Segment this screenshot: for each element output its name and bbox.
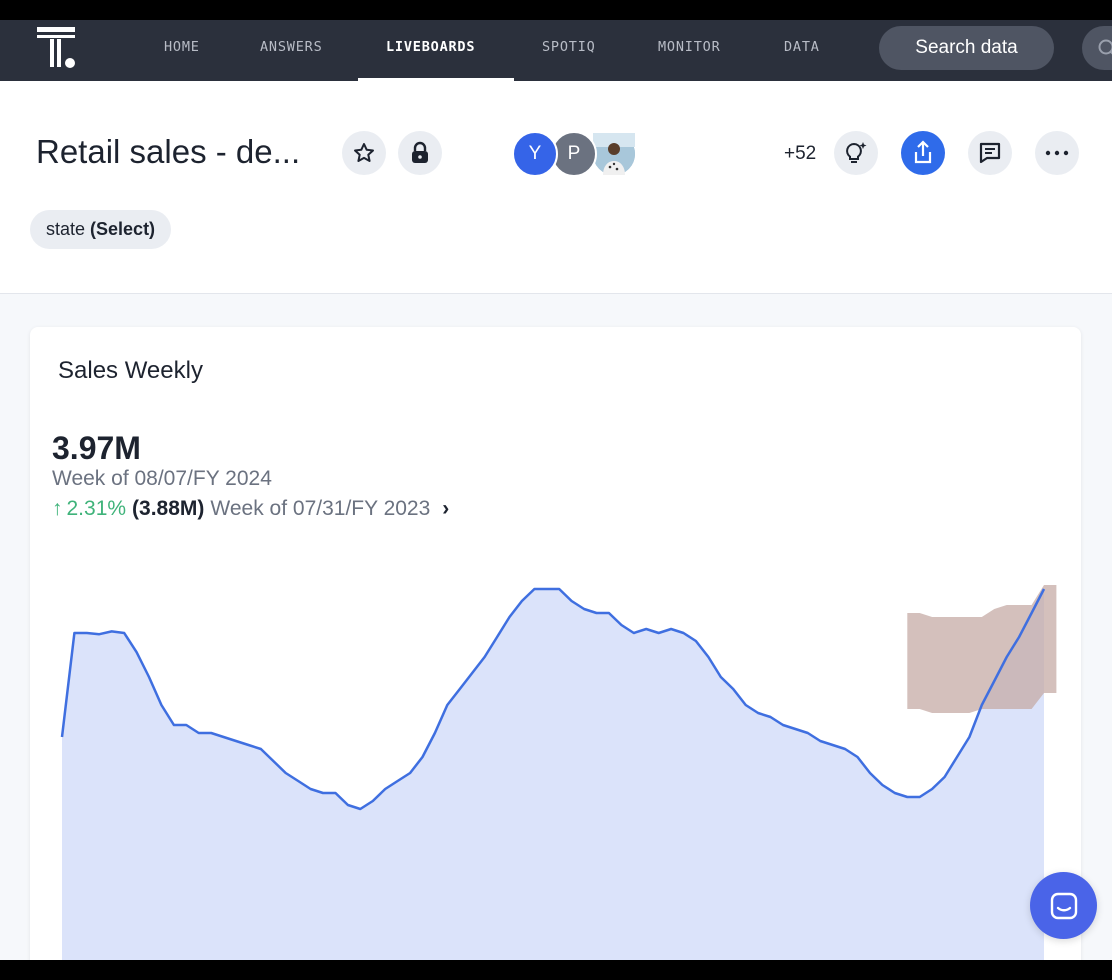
kpi-value: 3.97M [52,430,141,466]
nav-liveboards[interactable]: LIVEBOARDS [386,39,476,55]
kpi-comparison[interactable]: ↑ 2.31% (3.88M) Week of 07/31/FY 2023 › [52,497,449,521]
kpi-period: Week of 08/07/FY 2024 [52,467,272,490]
change-percent: 2.31% [66,497,127,520]
spotiq-insights-button[interactable] [834,131,878,175]
nav-monitor[interactable]: MONITOR [658,39,721,55]
active-tab-indicator [358,78,514,81]
thoughtspot-logo-icon[interactable] [37,27,79,71]
sales-weekly-card[interactable]: Sales Weekly 3.97M Week of 08/07/FY 2024… [30,327,1081,977]
more-options-button[interactable] [1035,131,1079,175]
share-button[interactable] [901,131,945,175]
forecast-band [907,585,1057,713]
nav-home[interactable]: HOME [164,39,200,55]
comment-icon [979,142,1001,164]
previous-value: (3.88M) [132,497,205,520]
favorite-button[interactable] [342,131,386,175]
sales-weekly-chart [60,585,1057,977]
chat-icon [1050,892,1077,919]
user-photo-icon [593,133,635,175]
previous-period: Week of 07/31/FY 2023 [210,497,431,520]
nav-data[interactable]: DATA [784,39,820,55]
series-line[interactable] [60,587,1046,811]
card-title: Sales Weekly [58,357,203,384]
chat-messenger-button[interactable] [1030,872,1097,939]
avatar[interactable]: Y [512,131,558,177]
top-nav-bar: HOME ANSWERS LIVEBOARDS SPOTIQ MONITOR D… [0,20,1112,81]
search-icon-button[interactable] [1082,26,1112,70]
avatar[interactable]: P [551,131,597,177]
star-icon [354,143,374,162]
arrow-up-icon: ↑ [52,497,63,520]
nav-answers[interactable]: ANSWERS [260,39,323,55]
state-filter-chip[interactable]: state (Select) [30,210,172,249]
more-horizontal-icon [1045,150,1069,156]
more-viewers-count[interactable]: +52 [784,143,817,164]
bottom-frame-bar [0,960,1112,980]
share-icon [914,140,932,164]
liveboard-canvas: Sales Weekly 3.97M Week of 08/07/FY 2024… [0,294,1112,977]
search-icon [1098,39,1112,55]
liveboard-header: Retail sales - de... Y P +52 [0,81,1112,294]
liveboard-title[interactable]: Retail sales - de... [36,133,301,170]
lock-icon [412,141,428,163]
comments-button[interactable] [968,131,1012,175]
chevron-right-icon[interactable]: › [442,497,450,520]
verify-lock-button[interactable] [398,131,442,175]
filter-name: state [46,219,86,239]
series-area [62,589,1044,977]
filter-value: (Select) [90,219,156,239]
nav-spotiq[interactable]: SPOTIQ [542,39,596,55]
avatar-photo[interactable] [591,131,637,177]
lightbulb-sparkle-icon [846,142,867,163]
search-data-button[interactable]: Search data [879,26,1054,70]
